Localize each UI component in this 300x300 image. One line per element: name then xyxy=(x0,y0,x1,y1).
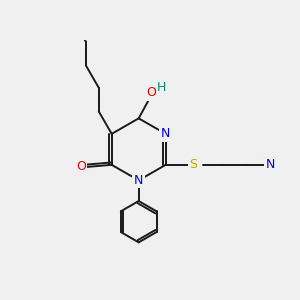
Text: H: H xyxy=(157,81,167,94)
Text: N: N xyxy=(266,158,275,171)
Text: O: O xyxy=(146,86,156,99)
Text: N: N xyxy=(161,127,170,140)
Text: S: S xyxy=(189,158,197,171)
Text: O: O xyxy=(76,160,86,173)
Text: N: N xyxy=(134,174,143,187)
